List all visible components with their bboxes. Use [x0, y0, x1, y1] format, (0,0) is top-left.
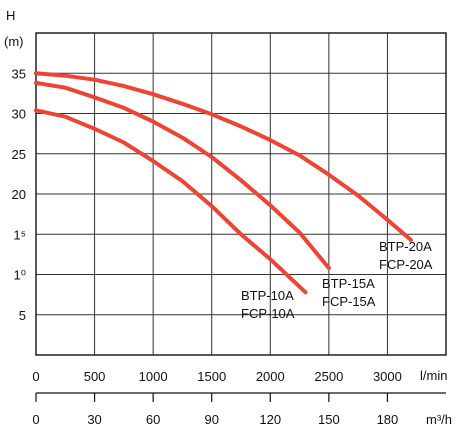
x-tick-label-0: 0 — [32, 369, 39, 384]
x2-tick-label-6: 180 — [377, 412, 399, 427]
x-tick-labels: 0 500 1000 1500 2000 2500 3000 — [32, 369, 402, 384]
y-axis-label-h: H — [6, 8, 15, 23]
y-tick-label-5: 1⁰ — [14, 268, 26, 283]
x-tick-label-4: 2000 — [256, 369, 285, 384]
y-axis-label-unit: (m) — [4, 34, 24, 49]
x2-tick-label-5: 150 — [318, 412, 340, 427]
y-tick-labels: 35 30 25 20 1⁵ 1⁰ 5 — [12, 66, 26, 323]
y-tick-label-2: 25 — [12, 147, 26, 162]
series-labels: BTP-20A FCP-20A BTP-15A FCP-15A BTP-10A FCP-1… — [241, 239, 433, 321]
y-tick-label-6: 5 — [19, 308, 26, 323]
series-label-0-line1: BTP-20A — [379, 239, 432, 254]
series-label-1-line2: FCP-15A — [322, 294, 376, 309]
x2-tick-labels: 0 30 60 90 120 150 180 — [32, 393, 398, 427]
series-label-2-line2: FCP-10A — [241, 306, 295, 321]
x-tick-label-1: 500 — [84, 369, 106, 384]
x-axis-unit-label: l/min — [420, 368, 447, 383]
grid — [35, 33, 446, 355]
x-tick-label-3: 1500 — [197, 369, 226, 384]
y-tick-label-4: 1⁵ — [13, 227, 26, 242]
x2-tick-label-2: 60 — [146, 412, 160, 427]
x2-tick-label-0: 0 — [32, 412, 39, 427]
y-tick-label-0: 35 — [12, 66, 26, 81]
x2-axis-unit-label: m³/h — [426, 412, 452, 427]
series-layer — [34, 71, 413, 295]
x2-tick-label-1: 30 — [87, 412, 101, 427]
series-label-2-line1: BTP-10A — [241, 288, 294, 303]
y-tick-label-1: 30 — [12, 107, 26, 122]
series-line-2 — [34, 108, 308, 295]
plot-border — [35, 32, 447, 356]
x-tick-label-2: 1000 — [139, 369, 168, 384]
series-label-1-line1: BTP-15A — [322, 276, 375, 291]
x-tick-label-5: 2500 — [314, 369, 343, 384]
plot-frame — [35, 32, 447, 394]
x2-tick-label-3: 90 — [204, 412, 218, 427]
y-tick-label-3: 20 — [12, 187, 26, 202]
series-line-1 — [34, 80, 331, 271]
x2-tick-label-4: 120 — [259, 412, 281, 427]
x-tick-label-6: 3000 — [373, 369, 402, 384]
series-line-0 — [34, 71, 413, 242]
series-label-0-line2: FCP-20A — [379, 257, 433, 272]
